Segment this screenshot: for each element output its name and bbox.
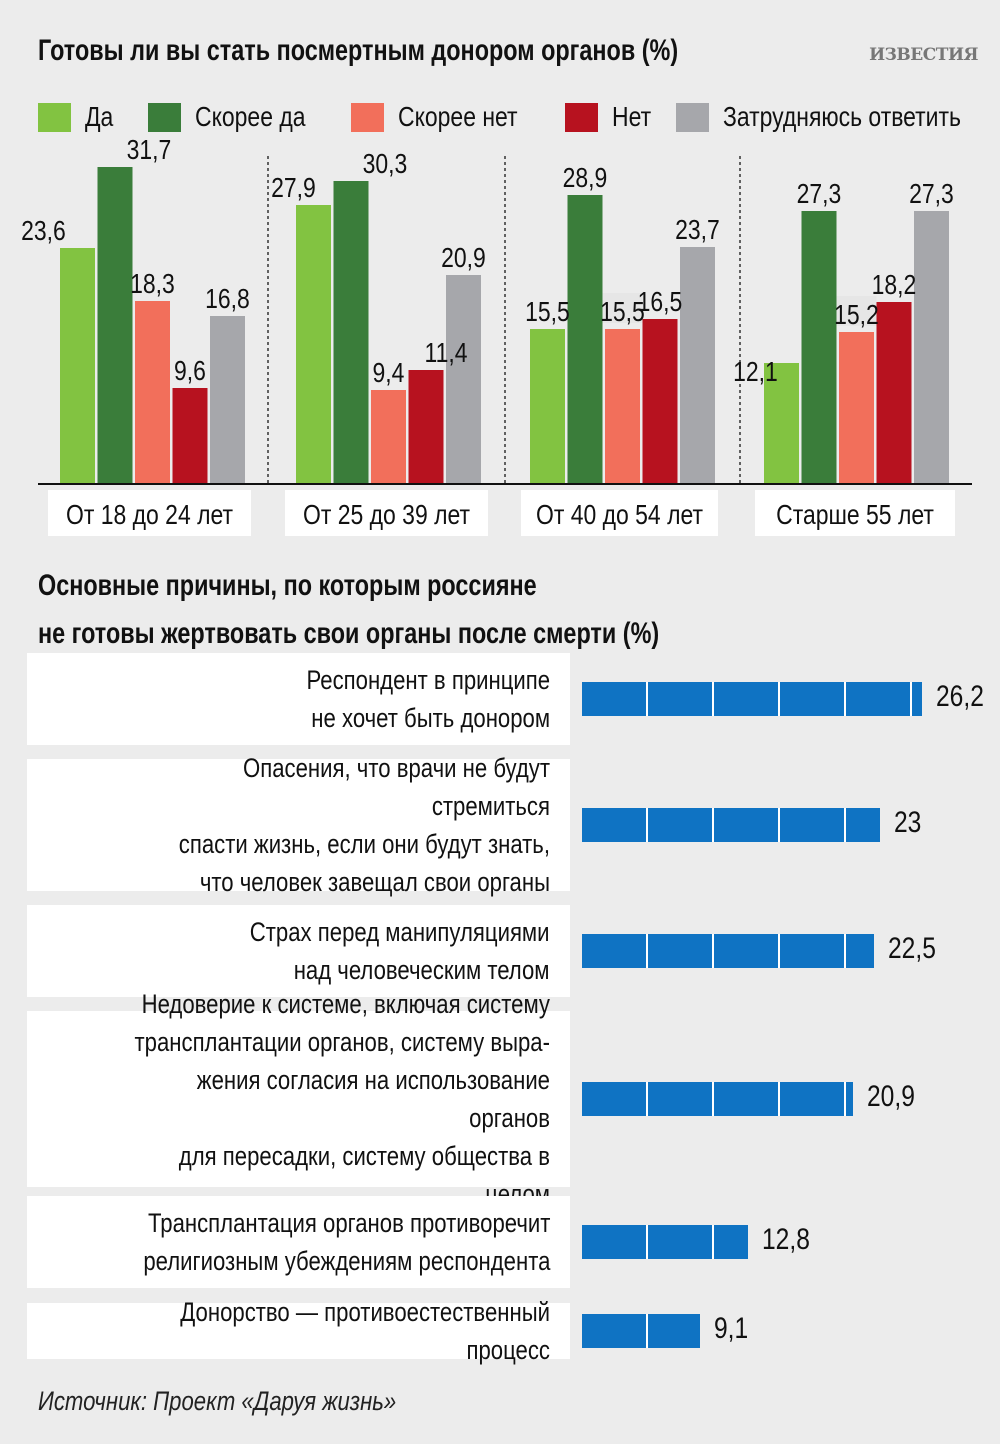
legend-swatch	[148, 102, 181, 132]
bar	[210, 316, 245, 484]
bar	[567, 195, 603, 484]
reason-row: Недоверие к системе, включая систему тра…	[27, 989, 570, 1209]
bar	[408, 370, 444, 484]
bar	[605, 329, 640, 484]
reason-value-label: 23	[894, 806, 922, 839]
bar	[764, 363, 799, 484]
bar-value-label: 18,3	[130, 269, 175, 300]
bar-value-label: 9,4	[373, 358, 405, 389]
bar-value-label: 18,2	[872, 270, 917, 301]
bar-value-label: 11,4	[425, 338, 468, 369]
legend-item: Да	[38, 100, 120, 134]
legend-item: Нет	[565, 100, 660, 134]
bar	[801, 211, 837, 484]
legend-label: Скорее нет	[398, 101, 518, 132]
bar-value-label: 27,3	[909, 179, 954, 210]
category-label: Старше 55 лет	[776, 500, 934, 531]
bar-value-label: 28,9	[563, 163, 608, 194]
reason-bar	[582, 808, 881, 842]
reason-bar	[582, 682, 922, 716]
bar-value-label: 27,3	[797, 179, 842, 210]
value-label-bg	[836, 296, 877, 326]
bar	[839, 332, 874, 484]
category-box	[521, 490, 718, 536]
reason-bar	[582, 1225, 749, 1259]
reason-label: Страх перед манипуляциями над человеческ…	[250, 917, 550, 985]
legend-item: Затрудняюсь ответить	[676, 100, 1000, 134]
category-label: От 25 до 39 лет	[303, 500, 470, 531]
reason-value-label: 9,1	[714, 1312, 749, 1345]
grouped-bar-chart: 23,6 31,7 18,3 9,6 16,8 27,9 30,3 9,4 11,4 20,9 15…	[21, 135, 972, 536]
bar-value-label: 31,7	[127, 135, 172, 166]
bar-value-label: 15,5	[525, 297, 570, 328]
legend-label: Скорее да	[195, 101, 306, 132]
reason-label: Донорство — противоестественный процесс	[180, 1297, 550, 1365]
reason-row: Респондент в принципе не хочет быть доно…	[27, 653, 570, 745]
bar	[914, 211, 949, 484]
category-box	[48, 490, 251, 536]
legend-item: Скорее да	[148, 100, 330, 134]
reason-bar	[582, 1082, 854, 1116]
legend-swatch	[38, 102, 71, 132]
bar-value-label: 20,9	[441, 243, 486, 274]
chart-2-title: Основные причины, по которым россияне не…	[38, 569, 660, 650]
legend-label: Нет	[612, 101, 652, 132]
bar	[333, 181, 369, 484]
bar-value-label: 16,5	[638, 287, 683, 318]
reason-row: Опасения, что врачи не будут стремиться …	[27, 753, 570, 897]
bar-value-label: 23,7	[675, 215, 720, 246]
bar-value-label: 23,6	[21, 216, 66, 247]
bar	[296, 205, 331, 484]
reason-value-label: 22,5	[887, 932, 936, 965]
bar	[97, 167, 133, 484]
bar	[642, 319, 678, 484]
category-label: От 18 до 24 лет	[66, 500, 233, 531]
bar-value-label: 15,2	[834, 300, 879, 331]
reason-row: Трансплантация органов противоречит рели…	[27, 1196, 570, 1288]
legend-item: Скорее нет	[351, 100, 544, 134]
bar	[371, 390, 406, 484]
bar	[876, 302, 912, 484]
reason-bar	[582, 934, 874, 968]
bar	[680, 247, 715, 484]
bar	[446, 275, 481, 484]
reason-label: Респондент в принципе не хочет быть доно…	[306, 665, 550, 733]
legend: Да Скорее да Скорее нет Нет Затрудняюсь отве…	[38, 100, 998, 134]
category-box	[285, 490, 488, 536]
reason-value-label: 12,8	[762, 1223, 810, 1256]
reason-label: Недоверие к системе, включая систему тра…	[134, 989, 550, 1209]
source-note: Источник: Проект «Даруя жизнь»	[38, 1386, 397, 1416]
bar-value-label: 12,1	[733, 357, 778, 388]
category-label: От 40 до 54 лет	[536, 500, 703, 531]
bar	[172, 388, 208, 484]
legend-swatch	[676, 102, 709, 132]
legend-swatch	[565, 102, 598, 132]
bar	[135, 301, 170, 484]
bar	[530, 329, 565, 484]
bar-value-label: 16,8	[205, 284, 250, 315]
reason-value-label: 26,2	[936, 680, 984, 713]
bar-value-label: 30,3	[363, 149, 408, 180]
legend-label: Затрудняюсь ответить	[723, 101, 961, 132]
value-label-bg	[602, 293, 643, 323]
chart-1-title: Готовы ли вы стать посмертным донором ор…	[38, 34, 679, 67]
reason-value-label: 20,9	[867, 1080, 916, 1113]
category-box	[755, 490, 955, 536]
reason-label: Трансплантация органов противоречит рели…	[142, 1208, 550, 1276]
legend-label: Да	[85, 101, 114, 132]
bar-value-label: 27,9	[271, 173, 316, 204]
reason-row: Страх перед манипуляциями над человеческ…	[27, 905, 570, 997]
reason-row: Донорство — противоестественный процесс	[27, 1297, 570, 1365]
bar-value-label: 15,5	[600, 297, 645, 328]
bar-value-label: 9,6	[174, 356, 206, 387]
publisher-logo: ИЗВЕСТИЯ	[869, 45, 978, 65]
legend-swatch	[351, 102, 384, 132]
reason-label: Опасения, что врачи не будут стремиться …	[178, 753, 550, 897]
bar	[60, 248, 95, 484]
reason-bar	[582, 1314, 701, 1348]
